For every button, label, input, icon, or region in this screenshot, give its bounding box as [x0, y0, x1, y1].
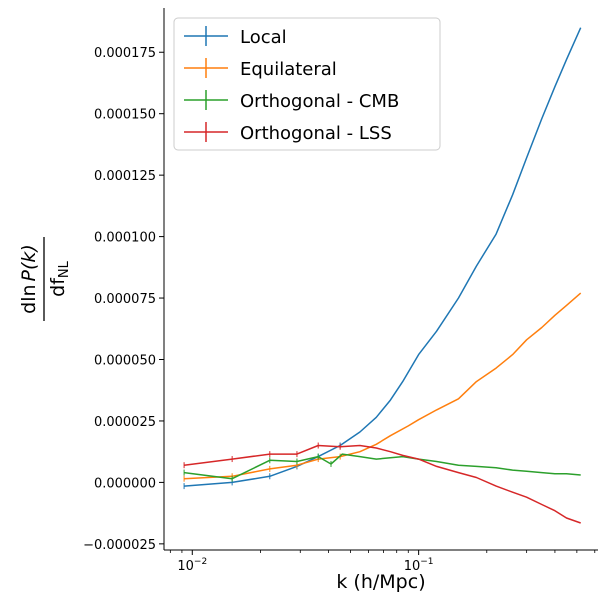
y-axis-label: dln P(k) dfNL [18, 237, 72, 321]
x-axis-label: k (h/Mpc) [336, 571, 425, 593]
axes-layer [163, 8, 598, 551]
legend-label: Orthogonal - LSS [240, 123, 392, 144]
y-tick-label: 0.000125 [94, 169, 156, 184]
legend: Local Equilateral Orthogonal - CMB Orthogon… [173, 17, 441, 151]
legend-entry: Orthogonal - CMB [184, 90, 399, 112]
series-line [184, 292, 582, 480]
x-tick-label: 10−2 [177, 557, 207, 574]
y-tick-label: −0.000025 [83, 538, 156, 553]
y-axis-label-func: P(k) [18, 244, 40, 281]
legend-entry: Orthogonal - LSS [184, 122, 392, 144]
legend-entry: Local [184, 26, 287, 48]
y-tick-label: 0.000075 [94, 292, 156, 307]
y-axis-label-numerator: dln P(k) [18, 244, 40, 314]
series-layer [183, 27, 582, 524]
ticks-layer: −0.000025 0.000000 0.000025 0.000050 0.00007… [83, 46, 596, 574]
legend-box [173, 17, 441, 151]
y-axis-label-subscript: NL [57, 260, 72, 278]
y-axis-label-denominator: dfNL [47, 260, 72, 296]
x-tick-label: 10−1 [404, 557, 434, 574]
legend-label: Orthogonal - CMB [240, 91, 399, 112]
legend-label: Equilateral [240, 59, 337, 80]
y-axis-label-df: df [47, 277, 69, 297]
y-tick-label: 0.000100 [94, 231, 156, 246]
legend-label: Local [240, 27, 287, 48]
y-tick-label: 0.000025 [94, 415, 156, 430]
y-tick-label: 0.000000 [94, 476, 156, 491]
y-tick-label: 0.000150 [94, 108, 156, 123]
series-line [184, 444, 581, 524]
legend-entry: Equilateral [184, 58, 337, 80]
y-axis-label-dln: dln [18, 284, 40, 313]
y-tick-label: 0.000175 [94, 46, 156, 61]
y-tick-label: 0.000050 [94, 354, 156, 369]
